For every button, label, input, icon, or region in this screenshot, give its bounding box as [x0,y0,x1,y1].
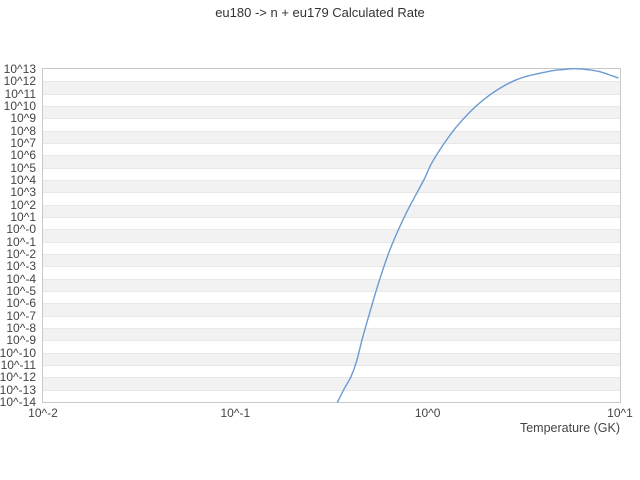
grid-band [43,303,620,316]
grid-band [43,291,620,304]
grid-band [43,340,620,353]
grid-band [43,192,620,205]
y-tick-label: 10^13 [3,62,36,76]
y-tick-label: 10^-13 [0,382,36,397]
grid-band [43,254,620,267]
grid-band [43,118,620,131]
grid-band [43,241,620,254]
y-tick-label: 10^-3 [6,259,36,274]
grid-band [43,278,620,291]
y-tick-label: 10^-1 [6,234,36,249]
grid-band [43,377,620,390]
grid-band [43,266,620,279]
plot-area [43,69,620,402]
y-tick-label: 10^12 [3,74,36,89]
y-tick-label: 10^-4 [6,271,36,286]
x-tick-label: 10^1 [607,406,633,420]
x-tick-label: 10^-2 [28,406,58,420]
grid-band [43,167,620,180]
grid-band [43,389,620,402]
grid-band [43,204,620,217]
grid-band [43,217,620,230]
y-tick-label: 10^11 [4,86,36,101]
x-tick-label: 10^-1 [220,406,251,420]
grid-band [43,106,620,119]
y-tick-label: 10^-9 [6,333,36,348]
grid-band [43,155,620,168]
chart-title: eu180 -> n + eu179 Calculated Rate [215,5,425,20]
y-tick-label: 10^6 [10,148,36,163]
y-tick-label: 10^1 [10,210,36,224]
grid-band [43,365,620,378]
grid-band [43,229,620,242]
x-axis-title: Temperature (GK) [519,421,620,435]
y-tick-label: 10^-14 [0,395,36,409]
y-tick-label: 10^-6 [6,296,36,311]
y-tick-label: 10^7 [10,136,36,150]
y-tick-label: 10^-8 [6,321,36,335]
y-tick-label: 10^9 [10,111,36,126]
y-tick-label: 10^-12 [0,370,36,385]
y-tick-label: 10^-7 [6,308,36,323]
y-tick-label: 10^8 [10,123,36,138]
grid-band [43,130,620,143]
rate-curve [336,67,619,403]
y-tick-label: 10^10 [3,99,36,113]
y-tick-label: 10^5 [10,160,36,175]
grid-band [43,180,620,193]
y-tick-label: 10^4 [10,173,36,187]
grid-band [43,69,620,82]
y-tick-label: 10^3 [10,185,36,200]
grid-band [43,81,620,94]
y-tick-label: 10^-5 [6,284,36,298]
y-tick-label: 10^2 [10,197,36,212]
y-tick-label: 10^-0 [6,222,36,237]
x-tick-label: 10^0 [414,406,441,420]
grid-band [43,315,620,328]
y-tick-label: 10^-10 [0,345,36,360]
rate-curve-line [336,67,619,403]
y-tick-label: 10^-2 [6,247,36,261]
y-tick-label: 10^-11 [0,358,36,372]
grid-band [43,328,620,341]
grid-band [43,352,620,365]
grid-band [43,93,620,106]
grid-band [43,143,620,156]
